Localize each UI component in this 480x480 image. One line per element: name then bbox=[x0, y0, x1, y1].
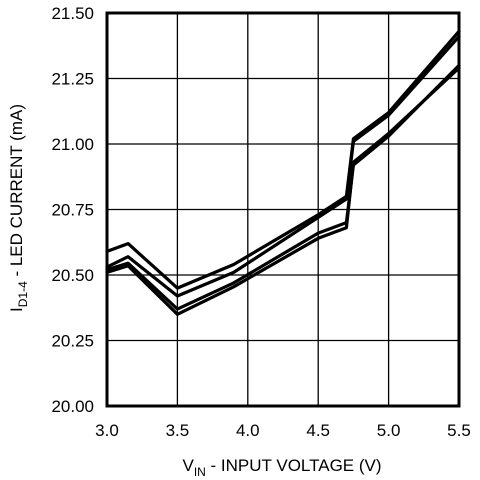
y-axis-label-sub: D1-4 bbox=[16, 281, 30, 307]
y-tick-label: 20.00 bbox=[51, 397, 94, 416]
y-tick-label: 20.75 bbox=[51, 201, 94, 220]
series-line-3 bbox=[105, 63, 461, 311]
x-tick-label: 3.5 bbox=[166, 421, 190, 440]
x-tick-label: 4.5 bbox=[306, 421, 330, 440]
y-tick-label: 20.25 bbox=[51, 332, 94, 351]
series-line-2 bbox=[105, 34, 461, 298]
y-tick-label: 20.50 bbox=[51, 266, 94, 285]
plot-frame bbox=[105, 11, 461, 408]
x-tick-label: 5.0 bbox=[377, 421, 401, 440]
series-layer bbox=[105, 29, 461, 316]
y-tick-label: 21.50 bbox=[51, 4, 94, 23]
y-tick-label: 21.00 bbox=[51, 135, 94, 154]
x-axis-label-rest: - INPUT VOLTAGE (V) bbox=[206, 456, 382, 475]
y-tick-label: 21.25 bbox=[51, 70, 94, 89]
y-tick-labels: 20.00 20.25 20.50 20.75 21.00 21.25 21.50 bbox=[51, 4, 94, 416]
series-line-4 bbox=[105, 66, 461, 316]
y-axis-label-rest: - LED CURRENT (mA) bbox=[7, 104, 26, 281]
grid bbox=[106, 12, 460, 407]
x-tick-label: 5.5 bbox=[447, 421, 471, 440]
y-axis-label: ID1-4 - LED CURRENT (mA) bbox=[7, 104, 30, 312]
x-axis-label-sub: IN bbox=[194, 465, 206, 479]
x-axis-label: VIN - INPUT VOLTAGE (V) bbox=[182, 456, 381, 479]
x-tick-label: 3.0 bbox=[95, 421, 119, 440]
x-axis-label-main: V bbox=[182, 456, 194, 475]
x-tick-labels: 3.0 3.5 4.0 4.5 5.0 5.5 bbox=[95, 421, 471, 440]
x-tick-label: 4.0 bbox=[236, 421, 260, 440]
y-axis-label-main: I bbox=[7, 307, 26, 312]
series-line-1 bbox=[105, 29, 461, 290]
